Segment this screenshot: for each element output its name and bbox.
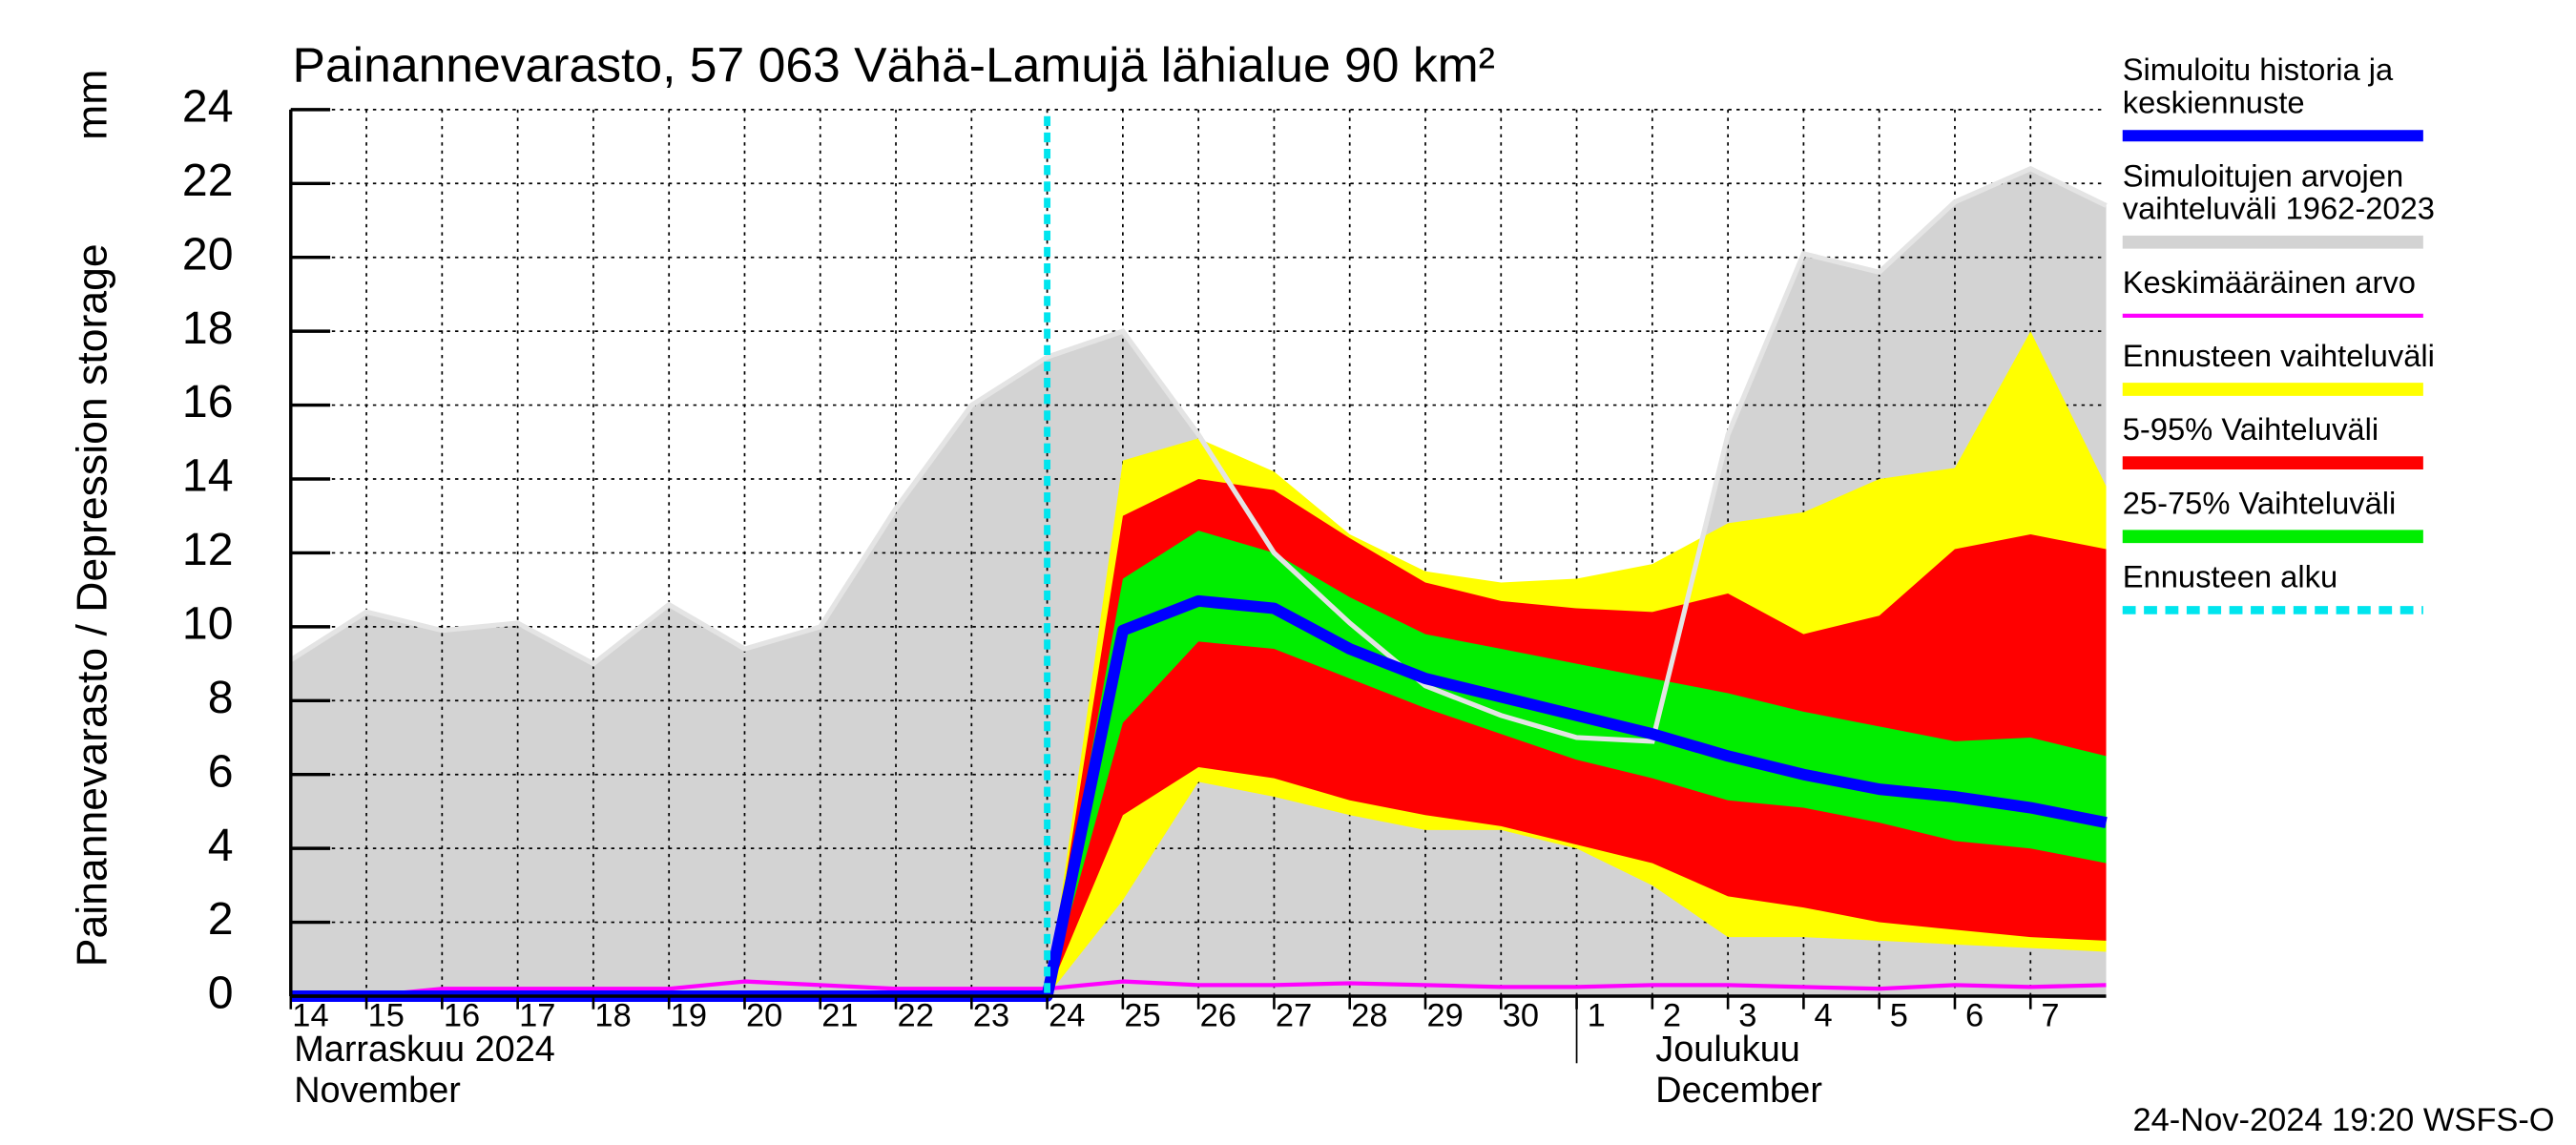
y-tick-label: 20 bbox=[182, 228, 234, 280]
y-tick-label: 14 bbox=[182, 450, 234, 502]
y-tick-label: 16 bbox=[182, 376, 234, 427]
y-tick-label: 10 bbox=[182, 598, 234, 650]
legend-label: vaihteluväli 1962-2023 bbox=[2123, 191, 2435, 226]
x-tick-label: 30 bbox=[1503, 997, 1539, 1033]
timestamp: 24-Nov-2024 19:20 WSFS-O bbox=[2132, 1102, 2554, 1138]
y-axis-label: Painannevarasto / Depression storage bbox=[70, 243, 116, 967]
y-tick-label: 22 bbox=[182, 155, 234, 206]
y-tick-label: 8 bbox=[208, 672, 234, 723]
x-tick-label: 14 bbox=[292, 997, 328, 1033]
x-tick-label: 23 bbox=[973, 997, 1009, 1033]
y-tick-label: 0 bbox=[208, 968, 234, 1019]
x-tick-label: 29 bbox=[1427, 997, 1464, 1033]
y-tick-label: 6 bbox=[208, 745, 234, 797]
y-tick-label: 4 bbox=[208, 820, 234, 871]
legend-label: Keskimääräinen arvo bbox=[2123, 264, 2416, 300]
legend-label: 5-95% Vaihteluväli bbox=[2123, 411, 2379, 447]
x-tick-label: 1 bbox=[1588, 997, 1606, 1033]
month-label: November bbox=[294, 1071, 461, 1111]
month-label: Marraskuu 2024 bbox=[294, 1030, 555, 1070]
legend-label: 25-75% Vaihteluväli bbox=[2123, 485, 2397, 520]
legend-label: keskiennuste bbox=[2123, 84, 2305, 119]
legend-label: Ennusteen vaihteluväli bbox=[2123, 338, 2435, 373]
month-label: December bbox=[1655, 1071, 1822, 1111]
x-tick-label: 15 bbox=[368, 997, 405, 1033]
x-tick-label: 21 bbox=[821, 997, 858, 1033]
x-tick-label: 4 bbox=[1814, 997, 1832, 1033]
x-tick-label: 3 bbox=[1738, 997, 1756, 1033]
legend-label: Simuloitujen arvojen bbox=[2123, 158, 2403, 194]
y-tick-label: 18 bbox=[182, 302, 234, 354]
y-axis-unit: mm bbox=[70, 70, 116, 140]
legend-label: Simuloitu historia ja bbox=[2123, 52, 2394, 87]
x-tick-label: 6 bbox=[1965, 997, 1984, 1033]
x-tick-label: 28 bbox=[1351, 997, 1387, 1033]
x-tick-label: 5 bbox=[1890, 997, 1908, 1033]
x-tick-label: 20 bbox=[746, 997, 782, 1033]
x-tick-label: 19 bbox=[671, 997, 707, 1033]
x-tick-label: 7 bbox=[2041, 997, 2059, 1033]
range-band bbox=[1047, 531, 2107, 996]
x-tick-label: 25 bbox=[1124, 997, 1160, 1033]
x-tick-label: 26 bbox=[1200, 997, 1236, 1033]
x-tick-label: 27 bbox=[1276, 997, 1312, 1033]
x-tick-label: 22 bbox=[898, 997, 934, 1033]
y-tick-label: 12 bbox=[182, 524, 234, 575]
range-upper-outline bbox=[289, 165, 2108, 744]
chart-title: Painannevarasto, 57 063 Vähä-Lamujä lähi… bbox=[293, 37, 1495, 93]
series-line bbox=[290, 979, 2107, 999]
x-tick-label: 17 bbox=[519, 997, 555, 1033]
month-label: Joulukuu bbox=[1655, 1030, 1800, 1070]
legend-label: Ennusteen alku bbox=[2123, 559, 2337, 594]
x-tick-label: 18 bbox=[594, 997, 631, 1033]
y-tick-label: 2 bbox=[208, 893, 234, 945]
x-tick-label: 16 bbox=[444, 997, 480, 1033]
x-tick-label: 24 bbox=[1049, 997, 1085, 1033]
x-tick-label: 2 bbox=[1663, 997, 1681, 1033]
y-tick-label: 24 bbox=[182, 81, 234, 133]
